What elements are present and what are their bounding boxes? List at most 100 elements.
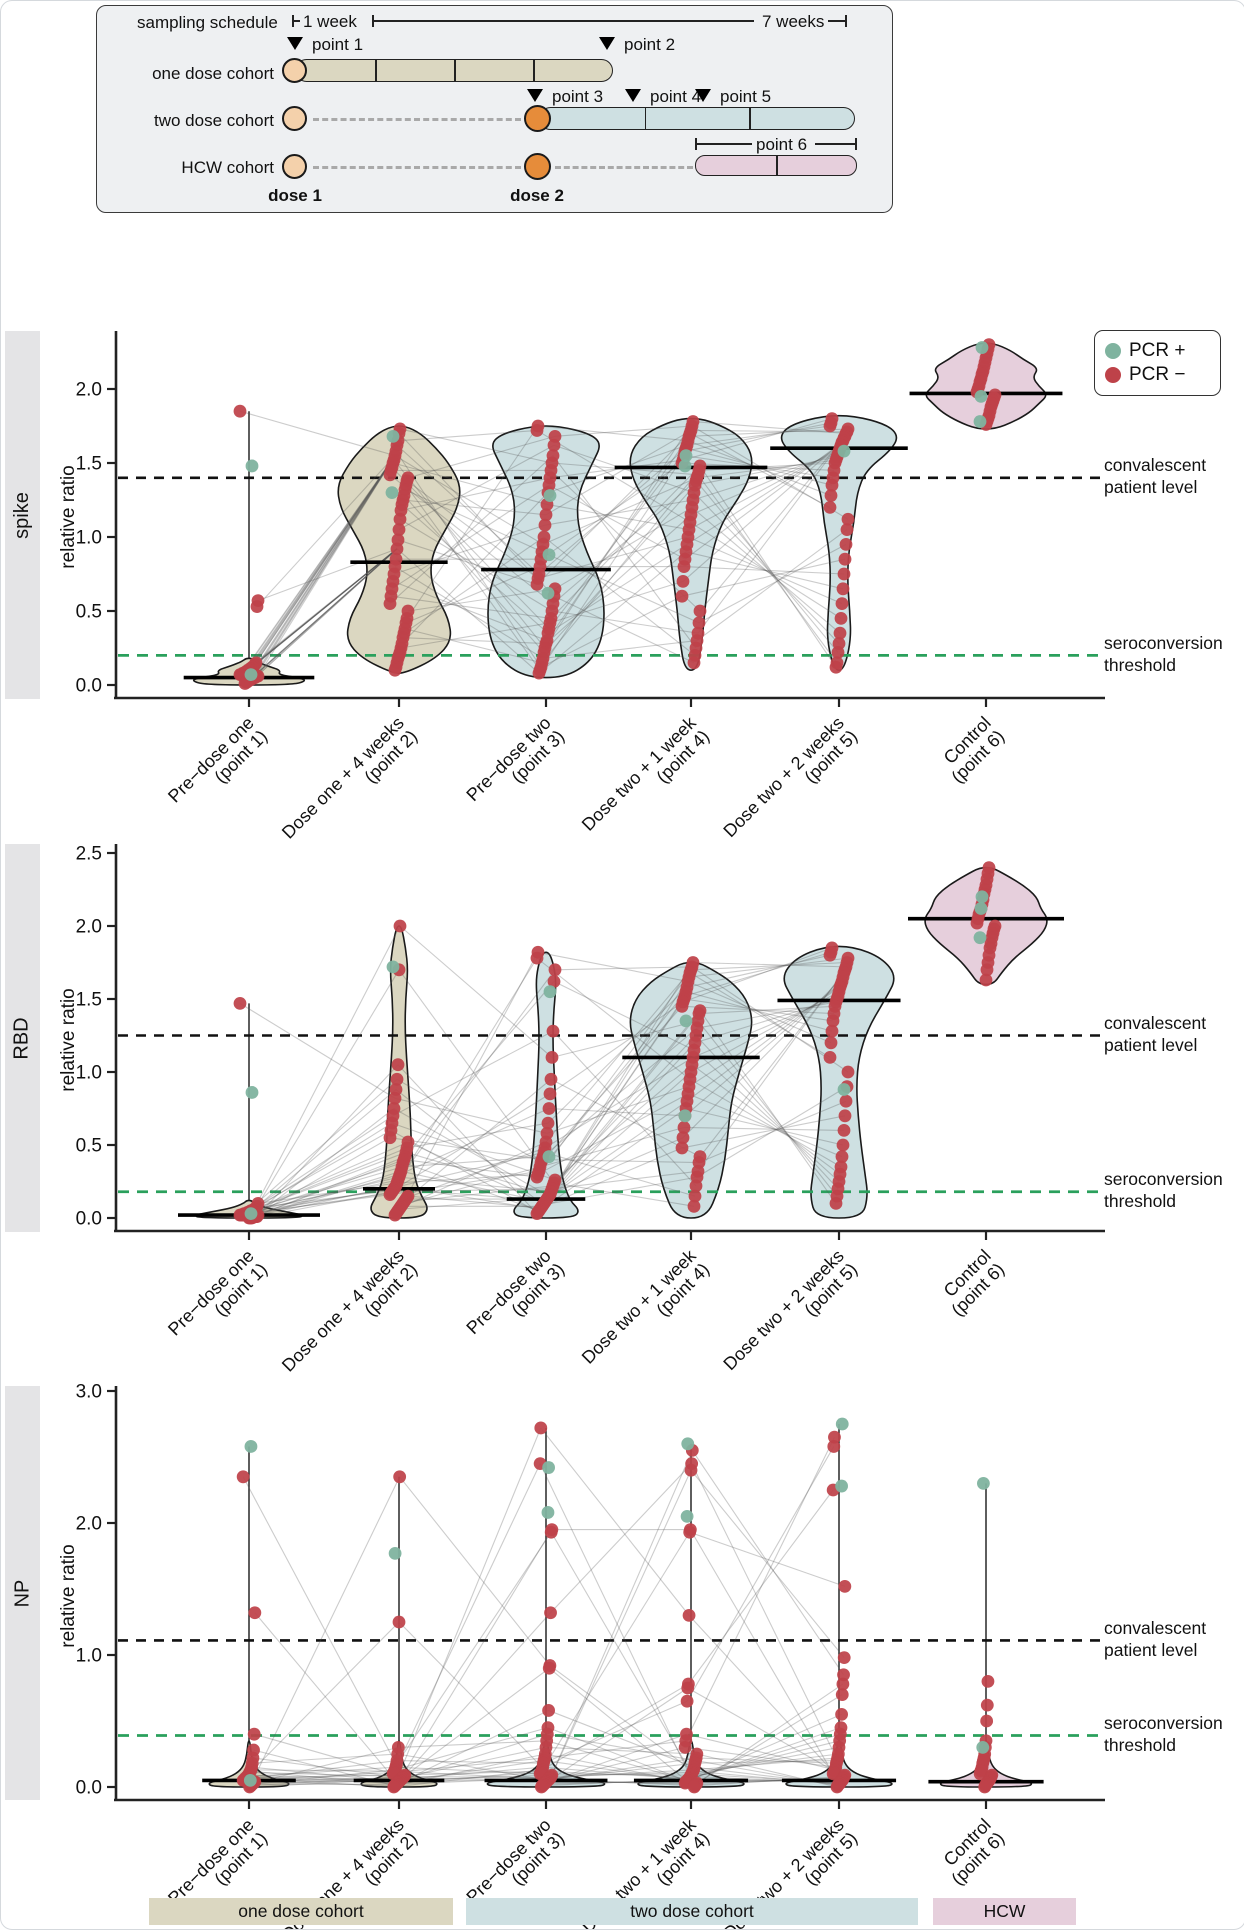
pcr-negative-point: [837, 567, 851, 581]
two-dose-cohort-label: two dose cohort: [153, 111, 274, 130]
dose1-circle: [282, 58, 307, 83]
pcr-negative-point: [392, 1615, 406, 1629]
pcr-negative-point: [841, 1065, 855, 1079]
pcr-negative-point: [541, 1116, 555, 1130]
pcr-negative-point: [827, 1440, 841, 1453]
pcr-negative-point: [390, 542, 404, 556]
pcr-negative-point: [830, 1780, 844, 1794]
seroconversion-annotation: seroconversion threshold: [1104, 633, 1223, 675]
pcr-legend: PCR + PCR −: [1094, 330, 1221, 396]
pcr-negative-point: [383, 597, 397, 610]
sample-marker-icon: [625, 89, 641, 102]
pcr-positive-point: [243, 1774, 257, 1787]
pcr-negative-point: [530, 1207, 544, 1221]
pcr-negative-point: [542, 1661, 556, 1675]
point6-label: point 6: [756, 135, 808, 154]
pcr-negative-point: [236, 1470, 250, 1484]
pcr-negative-point: [823, 501, 837, 514]
point3-label: point 3: [552, 87, 604, 106]
pcr-negative-point: [675, 999, 689, 1013]
pcr-positive-point: [973, 415, 987, 428]
pcr-positive-point: [245, 459, 259, 473]
pcr-negative-point: [823, 948, 837, 962]
pcr-positive-point: [678, 1109, 692, 1123]
data-points: [236, 1417, 999, 1794]
pcr-negative-point: [390, 1072, 404, 1086]
x-axis-label: Control(point 6): [934, 1815, 1008, 1889]
pcr-negative-point: [676, 575, 690, 588]
pcr-negative-point: [233, 404, 247, 418]
pcr-negative-point: [841, 512, 855, 526]
week-scale-tick: [292, 15, 294, 27]
pcr-negative-point: [393, 512, 407, 526]
pcr-positive-point: [977, 1477, 990, 1490]
subject-connector-lines: [242, 1427, 846, 1788]
pcr-negative-point: [545, 1051, 559, 1064]
x-axis-label: Pre−dose two(point 3): [462, 713, 568, 819]
data-points: [233, 861, 1002, 1225]
pcr-negative-point: [824, 1036, 838, 1050]
hcw-cohort-label: HCW cohort: [181, 158, 274, 177]
pcr-negative-point: [682, 1609, 696, 1622]
x-axis-label: Dose two + 2 weeks(point 5): [719, 1246, 861, 1388]
pcr-positive-point: [680, 1510, 694, 1523]
pcr-positive-point: [974, 390, 988, 403]
y-tick-label: 0.0: [76, 676, 102, 697]
y-tick-label: 0.5: [76, 1136, 102, 1157]
pcr-positive-point: [975, 890, 989, 904]
violin-RBD-2: [513, 951, 579, 1219]
point6-bracket-line: [815, 143, 855, 145]
sample-marker-icon: [287, 37, 303, 50]
pcr-negative-point: [684, 1463, 698, 1477]
pcr-negative-point: [838, 552, 852, 566]
pcr-negative-point: [833, 626, 847, 640]
violin-RBD-4: [783, 945, 895, 1219]
pcr-negative-point: [677, 1121, 691, 1134]
pcr-positive-point: [386, 429, 400, 443]
week-scale-line: [828, 20, 845, 22]
pcr-negative-point: [544, 1606, 557, 1620]
point6-bracket-tick: [855, 138, 857, 150]
pcr-positive-point: [245, 1086, 259, 1099]
legend-label: PCR +: [1129, 340, 1186, 361]
pcr-negative-point: [687, 1780, 701, 1794]
y-tick-label: 2.0: [76, 917, 102, 938]
y-tick-label: 2.5: [76, 844, 102, 865]
sample-marker-icon: [527, 89, 543, 102]
pcr-negative-point: [835, 597, 849, 610]
pcr-negative-point: [981, 1675, 995, 1688]
panel-label-rbd: RBD: [11, 1016, 34, 1060]
one-dose-cohort-label: one dose cohort: [152, 64, 274, 83]
cohort-bar-label: one dose cohort: [238, 1901, 364, 1921]
pcr-positive-point: [679, 1014, 693, 1028]
pcr-positive-point: [974, 902, 988, 915]
pcr-positive-point: [837, 444, 851, 458]
pcr-negative-point: [393, 1470, 407, 1484]
two-dose-timeline-bar: [539, 107, 855, 130]
week7-label: 7 weeks: [762, 12, 825, 31]
pcr-negative-point: [839, 1094, 853, 1108]
bar-divider: [375, 60, 377, 81]
pcr-negative-point: [837, 1651, 851, 1665]
cohort-bar-two-dose: two dose cohort: [466, 1898, 918, 1925]
y-tick-label: 1.0: [76, 1063, 102, 1084]
convalescent-level-annotation: convalescent patient level: [1104, 455, 1207, 497]
timeline-dashed-connector: [555, 166, 693, 169]
week-scale-tick: [845, 15, 847, 27]
pcr-negative-point: [687, 656, 701, 670]
y-tick-label: 1.5: [76, 454, 102, 475]
pcr-negative-point: [824, 489, 838, 502]
pcr-negative-point: [835, 1708, 848, 1721]
pcr-negative-point: [391, 1058, 405, 1072]
pcr-negative-point: [675, 1141, 689, 1155]
pcr-positive-point: [542, 1150, 556, 1164]
pcr-positive-point: [835, 1417, 849, 1431]
point6-bracket-line: [697, 143, 752, 145]
y-axis-title-rbd: relative ratio: [58, 988, 79, 1092]
pcr-positive-point: [835, 1479, 848, 1493]
dose1-label: dose 1: [268, 186, 322, 205]
pcr-positive-point: [244, 668, 258, 682]
pcr-negative-point: [837, 1668, 850, 1682]
